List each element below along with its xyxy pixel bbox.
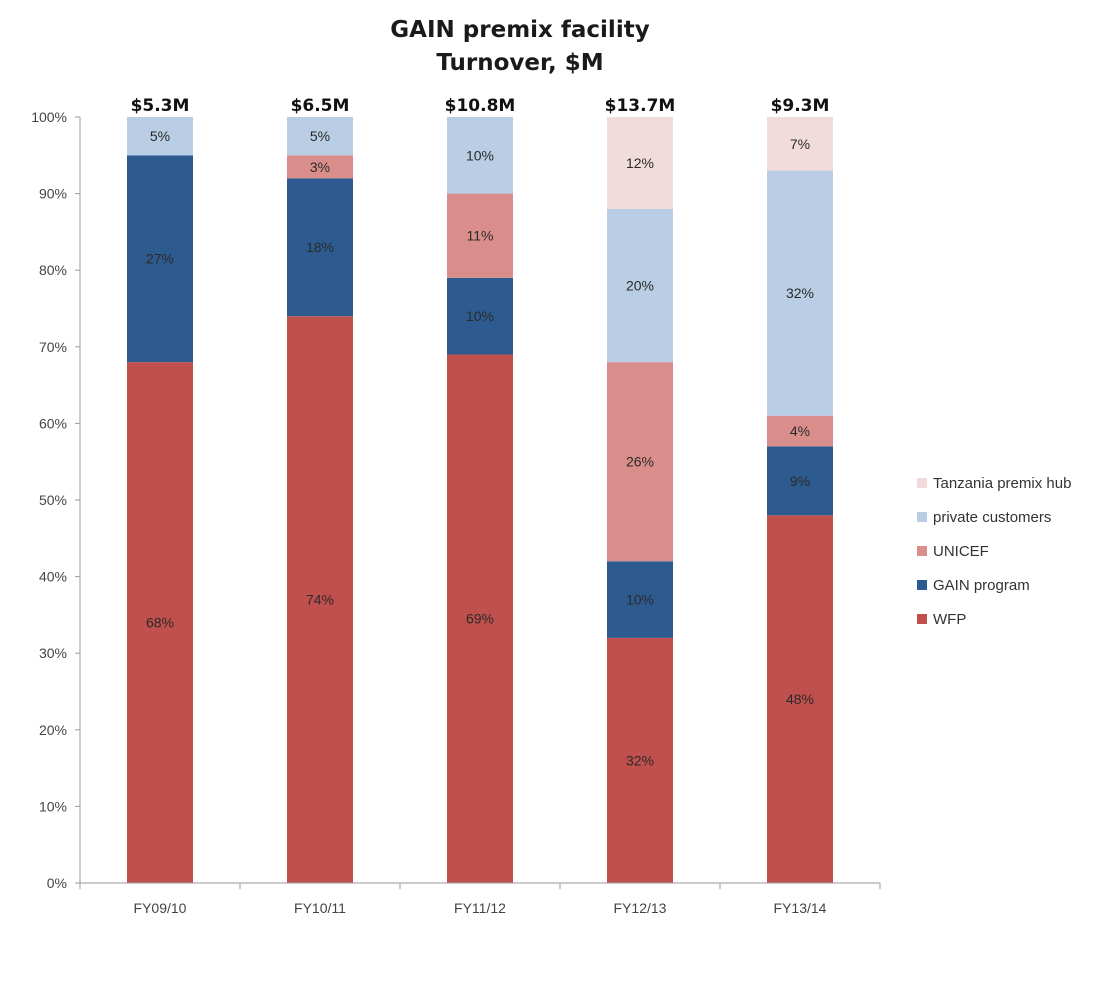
- y-tick-label: 10%: [39, 798, 67, 814]
- x-axis: FY09/10 FY10/11 FY11/12 FY12/13 FY13/14: [79, 882, 881, 916]
- segment-label: 12%: [626, 155, 654, 171]
- segment-label: 7%: [790, 136, 810, 152]
- legend-swatch: [917, 512, 927, 522]
- y-tick-label: 90%: [39, 186, 67, 202]
- bar-segment: [287, 316, 353, 883]
- bar-segment: [447, 354, 513, 884]
- y-tick-label: 40%: [39, 569, 67, 585]
- legend-swatch: [917, 614, 927, 624]
- segment-label: 18%: [306, 239, 334, 255]
- bar-segment: [607, 362, 673, 562]
- segment-label: 74%: [306, 592, 334, 608]
- segment-label: 10%: [626, 592, 654, 608]
- segment-label: 32%: [626, 752, 654, 768]
- x-category-label: FY12/13: [614, 900, 667, 916]
- segment-label: 48%: [786, 691, 814, 707]
- bar-segment: [127, 117, 193, 156]
- bar-segment: [447, 277, 513, 355]
- x-category-label: FY11/12: [454, 900, 506, 916]
- y-tick-label: 30%: [39, 645, 67, 661]
- legend-swatch: [917, 478, 927, 488]
- segment-label: 26%: [626, 454, 654, 470]
- segment-label: 5%: [150, 128, 170, 144]
- bar-total-label: $10.8M: [445, 96, 516, 116]
- y-tick-label: 80%: [39, 262, 67, 278]
- x-category-label: FY10/11: [294, 900, 346, 916]
- bar-total-label: $6.5M: [291, 96, 350, 116]
- segment-label: 69%: [466, 611, 494, 627]
- legend-label: UNICEF: [933, 543, 989, 560]
- y-tick-label: 70%: [39, 339, 67, 355]
- segment-label: 5%: [310, 128, 330, 144]
- segment-label: 68%: [146, 615, 174, 631]
- segment-label: 11%: [467, 228, 494, 244]
- legend-swatch: [917, 580, 927, 590]
- segment-label: 27%: [146, 251, 174, 267]
- legend-label: Tanzania premix hub: [933, 475, 1071, 492]
- bar-total-label: $9.3M: [771, 96, 830, 116]
- y-tick-label: 20%: [39, 722, 67, 738]
- bar-segment: [447, 117, 513, 194]
- bar-segment: [127, 155, 193, 363]
- y-axis: 0% 10% 20% 30% 40% 50% 60% 70% 80% 90% 100%: [31, 109, 81, 891]
- segment-label: 32%: [786, 285, 814, 301]
- bar-segment: [767, 446, 833, 516]
- y-tick-label: 50%: [39, 492, 67, 508]
- bar-segment: [607, 637, 673, 883]
- segment-label: 10%: [466, 147, 494, 163]
- chart-title: GAIN premix facility: [390, 17, 649, 43]
- bar-segment: [767, 170, 833, 416]
- bars-group: 68% 27% 5% $5.3M 74% 18% 3% 5% $6.5M 69% 10% 11% 10%…: [127, 96, 833, 884]
- x-category-label: FY13/14: [774, 900, 827, 916]
- bar-segment: [287, 178, 353, 317]
- y-tick-label: 0%: [47, 875, 67, 891]
- y-tick-label: 100%: [31, 109, 67, 125]
- x-category-label: FY09/10: [134, 900, 187, 916]
- bar-total-label: $5.3M: [131, 96, 190, 116]
- y-tick-label: 60%: [39, 415, 67, 431]
- bar-segment: [767, 515, 833, 883]
- legend-label: WFP: [933, 611, 966, 628]
- bar-total-label: $13.7M: [605, 96, 676, 116]
- legend-label: private customers: [933, 509, 1051, 526]
- bar-segment: [767, 415, 833, 447]
- bar-segment: [447, 193, 513, 278]
- bar-segment: [607, 117, 673, 209]
- legend: Tanzania premix hub private customers UNIC…: [917, 475, 1071, 628]
- bar-segment: [287, 117, 353, 156]
- bar-segment: [767, 117, 833, 171]
- bar-segment: [127, 362, 193, 883]
- segment-label: 3%: [310, 159, 330, 175]
- segment-label: 10%: [466, 308, 494, 324]
- legend-label: GAIN program: [933, 577, 1030, 594]
- segment-label: 20%: [626, 278, 654, 294]
- bar-segment: [287, 155, 353, 179]
- segment-label: 4%: [790, 423, 810, 439]
- bar-segment: [607, 561, 673, 638]
- bar-segment: [607, 208, 673, 363]
- chart-subtitle: Turnover, $M: [436, 50, 603, 76]
- segment-label: 9%: [790, 473, 810, 489]
- legend-swatch: [917, 546, 927, 556]
